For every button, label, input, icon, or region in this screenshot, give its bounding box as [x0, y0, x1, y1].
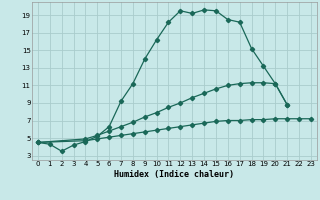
- X-axis label: Humidex (Indice chaleur): Humidex (Indice chaleur): [115, 170, 234, 179]
